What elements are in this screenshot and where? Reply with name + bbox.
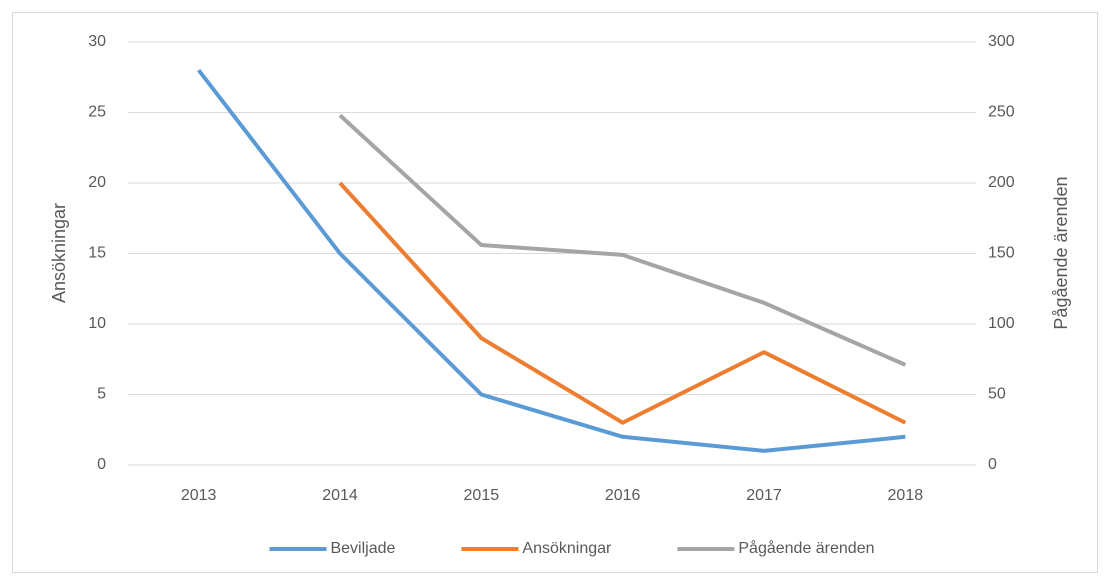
y2-tick-label: 0 — [988, 456, 997, 473]
x-tick-label: 2013 — [181, 487, 217, 504]
y-tick-label: 20 — [88, 174, 106, 191]
y-tick-label: 30 — [88, 33, 106, 50]
y-axis-title: Ansökningar — [49, 203, 69, 303]
y2-tick-label: 200 — [988, 174, 1015, 191]
y2-tick-label: 300 — [988, 33, 1015, 50]
y-tick-label: 10 — [88, 315, 106, 332]
x-tick-label: 2017 — [746, 487, 782, 504]
series-line — [338, 181, 907, 425]
y2-tick-label: 100 — [988, 315, 1015, 332]
y2-tick-label: 50 — [988, 386, 1006, 403]
x-tick-label: 2016 — [605, 487, 641, 504]
series-line — [338, 113, 907, 367]
legend-label: Beviljade — [330, 540, 395, 557]
x-tick-label: 2014 — [322, 487, 358, 504]
x-tick-label: 2018 — [888, 487, 924, 504]
chart-border — [12, 12, 1098, 573]
x-tick-label: 2015 — [464, 487, 500, 504]
y2-tick-label: 150 — [988, 245, 1015, 262]
series-line — [197, 68, 906, 453]
y-tick-label: 5 — [97, 386, 106, 403]
legend-label: Ansökningar — [522, 540, 612, 557]
y-tick-label: 0 — [97, 456, 106, 473]
y-tick-label: 25 — [88, 104, 106, 121]
y2-axis-title: Pågående ärenden — [1051, 176, 1071, 329]
legend-label: Pågående ärenden — [738, 539, 874, 557]
y-tick-label: 15 — [88, 245, 106, 262]
y2-tick-label: 250 — [988, 104, 1015, 121]
